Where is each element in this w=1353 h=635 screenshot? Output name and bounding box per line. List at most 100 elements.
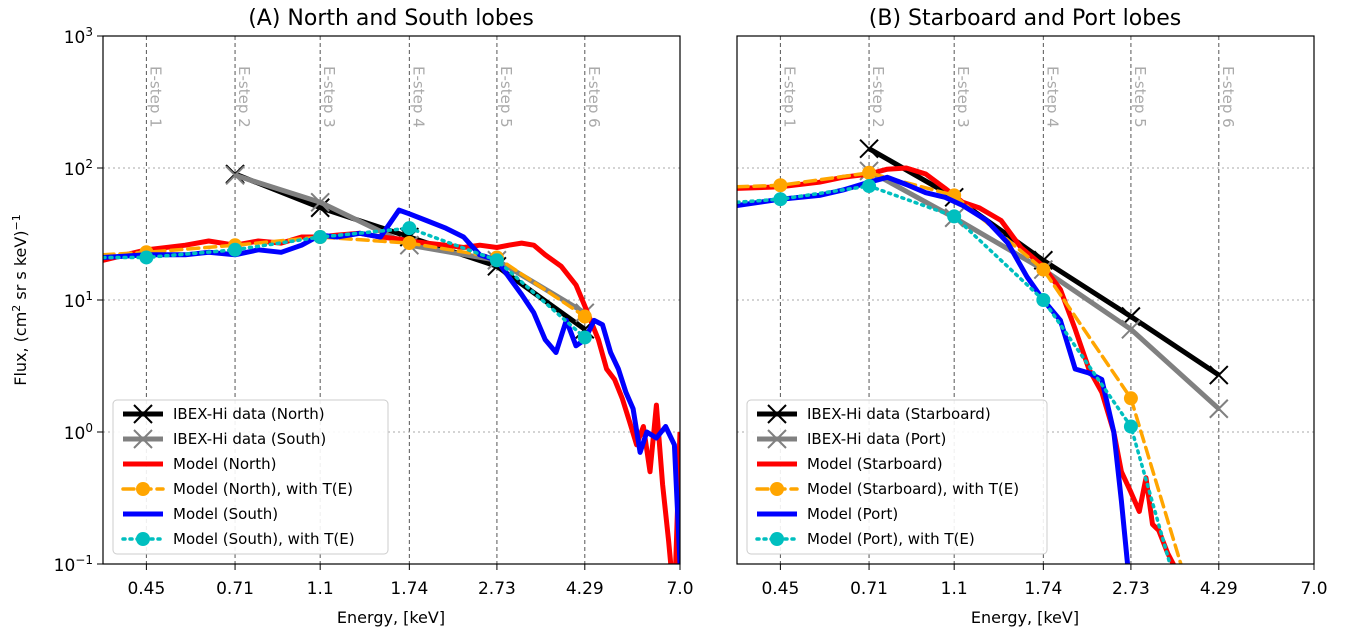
estep-label-b-4: E-step 4 xyxy=(1043,66,1061,128)
legend-label-a-5: Model (South), with T(E) xyxy=(173,530,355,548)
legend-label-b-5: Model (Port), with T(E) xyxy=(807,530,975,548)
x-tick-label-a-0: 0.45 xyxy=(127,579,165,599)
panel-b-legend: IBEX-Hi data (Starboard) IBEX-Hi data (Po… xyxy=(746,399,1048,555)
x-tick-label-a-2: 1.1 xyxy=(307,579,334,599)
panel-a-legend: IBEX-Hi data (North) IBEX-Hi data (South)… xyxy=(112,399,389,555)
legend-label-b-3: Model (Starboard), with T(E) xyxy=(807,480,1019,498)
x-tick-label-a-5: 4.29 xyxy=(566,579,604,599)
y-tick-label-1: 102 xyxy=(64,157,93,180)
series-line-a-4 xyxy=(103,207,680,564)
panel-a-x-axis-label: Energy, [keV] xyxy=(337,608,445,627)
x-tick-label-a-3: 1.74 xyxy=(390,579,428,599)
panel-north-south: (A) North and South lobes E-step 1 E-step… xyxy=(54,6,694,627)
x-tick-label-b-1: 0.71 xyxy=(850,579,888,599)
y-tick-label-3: 100 xyxy=(64,421,93,444)
estep-label-b-6: E-step 6 xyxy=(1219,66,1237,128)
series-marker-a-3-4 xyxy=(402,236,417,251)
legend-marker-a-3 xyxy=(136,482,150,496)
panel-starboard-port: (B) Starboard and Port lobes E-step 1 E-s… xyxy=(736,6,1328,627)
legend-label-b-4: Model (Port) xyxy=(807,505,898,523)
y-tick-label-4: 10−1 xyxy=(54,553,93,576)
legend-label-a-4: Model (South) xyxy=(173,505,278,523)
estep-label-a-1: E-step 1 xyxy=(146,66,164,128)
series-marker-b-3-4 xyxy=(1036,262,1051,277)
legend-marker-a-0 xyxy=(133,404,153,424)
panel-b-x-ticks: 0.45 0.71 1.1 1.74 2.73 4.29 7.0 xyxy=(761,564,1328,599)
legend-marker-b-0 xyxy=(767,404,787,424)
legend-label-a-1: IBEX-Hi data (South) xyxy=(173,430,326,448)
series-marker-a-5-2 xyxy=(228,242,243,257)
x-tick-label-b-5: 4.29 xyxy=(1200,579,1238,599)
x-tick-label-b-0: 0.45 xyxy=(761,579,799,599)
panel-b-estep-labels: E-step 1 E-step 2 E-step 3 E-step 4 E-step 5… xyxy=(780,66,1236,128)
estep-label-a-6: E-step 6 xyxy=(585,66,603,128)
legend-box-b xyxy=(746,399,1048,555)
x-tick-label-b-4: 2.73 xyxy=(1112,579,1150,599)
series-marker-a-1-0 xyxy=(225,165,245,186)
series-marker-b-0-4 xyxy=(1209,365,1229,385)
estep-label-b-1: E-step 1 xyxy=(780,66,798,128)
y-tick-exp-0: 3 xyxy=(85,25,93,39)
legend-label-b-0: IBEX-Hi data (Starboard) xyxy=(807,405,991,423)
estep-label-a-5: E-step 5 xyxy=(497,66,515,128)
series-marker-b-3-5 xyxy=(1123,391,1138,406)
legend-marker-b-5 xyxy=(770,532,784,546)
x-tick-label-b-2: 1.1 xyxy=(941,579,968,599)
y-axis-label-mid: sr s keV) xyxy=(11,230,30,304)
panel-a-x-ticks: 0.45 0.71 1.1 1.74 2.73 4.29 7.0 xyxy=(127,564,694,599)
y-tick-exp-4: −1 xyxy=(75,553,93,567)
y-tick-base-1: 10 xyxy=(64,160,86,180)
legend-label-b-1: IBEX-Hi data (Port) xyxy=(807,430,946,448)
panel-a-estep-labels: E-step 1 E-step 2 E-step 3 E-step 4 E-step 5… xyxy=(146,66,602,128)
legend-label-a-0: IBEX-Hi data (North) xyxy=(173,405,325,423)
y-tick-base-2: 10 xyxy=(64,292,86,312)
panel-b-title: (B) Starboard and Port lobes xyxy=(869,6,1181,31)
x-tick-label-a-4: 2.73 xyxy=(478,579,516,599)
estep-label-b-2: E-step 2 xyxy=(869,66,887,128)
x-tick-label-b-3: 1.74 xyxy=(1024,579,1062,599)
series-marker-b-5-4 xyxy=(1036,293,1051,307)
legend-marker-b-3 xyxy=(770,482,784,496)
y-tick-exp-2: 1 xyxy=(85,289,93,303)
estep-label-b-3: E-step 3 xyxy=(954,66,972,128)
legend-box-a xyxy=(112,399,389,555)
estep-label-a-2: E-step 2 xyxy=(235,66,253,128)
series-marker-a-3-6 xyxy=(577,309,592,324)
y-tick-base-4: 10 xyxy=(54,556,76,576)
panel-a-title: (A) North and South lobes xyxy=(248,6,534,31)
estep-label-a-3: E-step 3 xyxy=(320,66,338,128)
series-marker-a-5-5 xyxy=(489,253,504,268)
series-marker-a-5-1 xyxy=(139,250,154,265)
panel-b-series xyxy=(737,139,1229,564)
estep-label-a-4: E-step 4 xyxy=(409,66,427,128)
x-tick-label-b-6: 7.0 xyxy=(1300,579,1327,599)
y-tick-label-2: 101 xyxy=(64,289,93,312)
series-marker-b-0-0 xyxy=(859,139,879,159)
legend-marker-a-1 xyxy=(133,429,153,449)
legend-marker-b-1 xyxy=(767,429,787,449)
y-tick-base-0: 10 xyxy=(64,28,86,48)
y-tick-exp-3: 0 xyxy=(85,421,93,435)
legend-label-a-3: Model (North), with T(E) xyxy=(173,480,353,498)
estep-label-b-5: E-step 5 xyxy=(1131,66,1149,128)
panel-b-frame xyxy=(736,35,1315,565)
series-marker-b-5-2 xyxy=(862,179,877,194)
series-marker-a-1-1 xyxy=(310,192,330,212)
series-line-a-2 xyxy=(103,230,680,564)
y-axis-label-sup1: 2 xyxy=(10,305,23,312)
y-tick-base-3: 10 xyxy=(64,424,86,444)
series-marker-a-5-4 xyxy=(402,221,417,236)
y-tick-label-0: 103 xyxy=(64,25,93,48)
series-marker-b-1-3 xyxy=(1121,319,1141,339)
panel-a-series xyxy=(103,164,680,564)
y-axis-label-sup2: −1 xyxy=(10,214,23,230)
series-marker-b-1-4 xyxy=(1209,399,1229,419)
series-marker-a-5-3 xyxy=(313,230,328,245)
y-axis-label-pre: Flux, (cm xyxy=(11,312,30,386)
legend-marker-a-5 xyxy=(136,532,150,546)
series-marker-b-5-1 xyxy=(773,192,788,207)
series-marker-a-5-6 xyxy=(577,330,592,345)
series-marker-b-5-5 xyxy=(1123,419,1138,434)
